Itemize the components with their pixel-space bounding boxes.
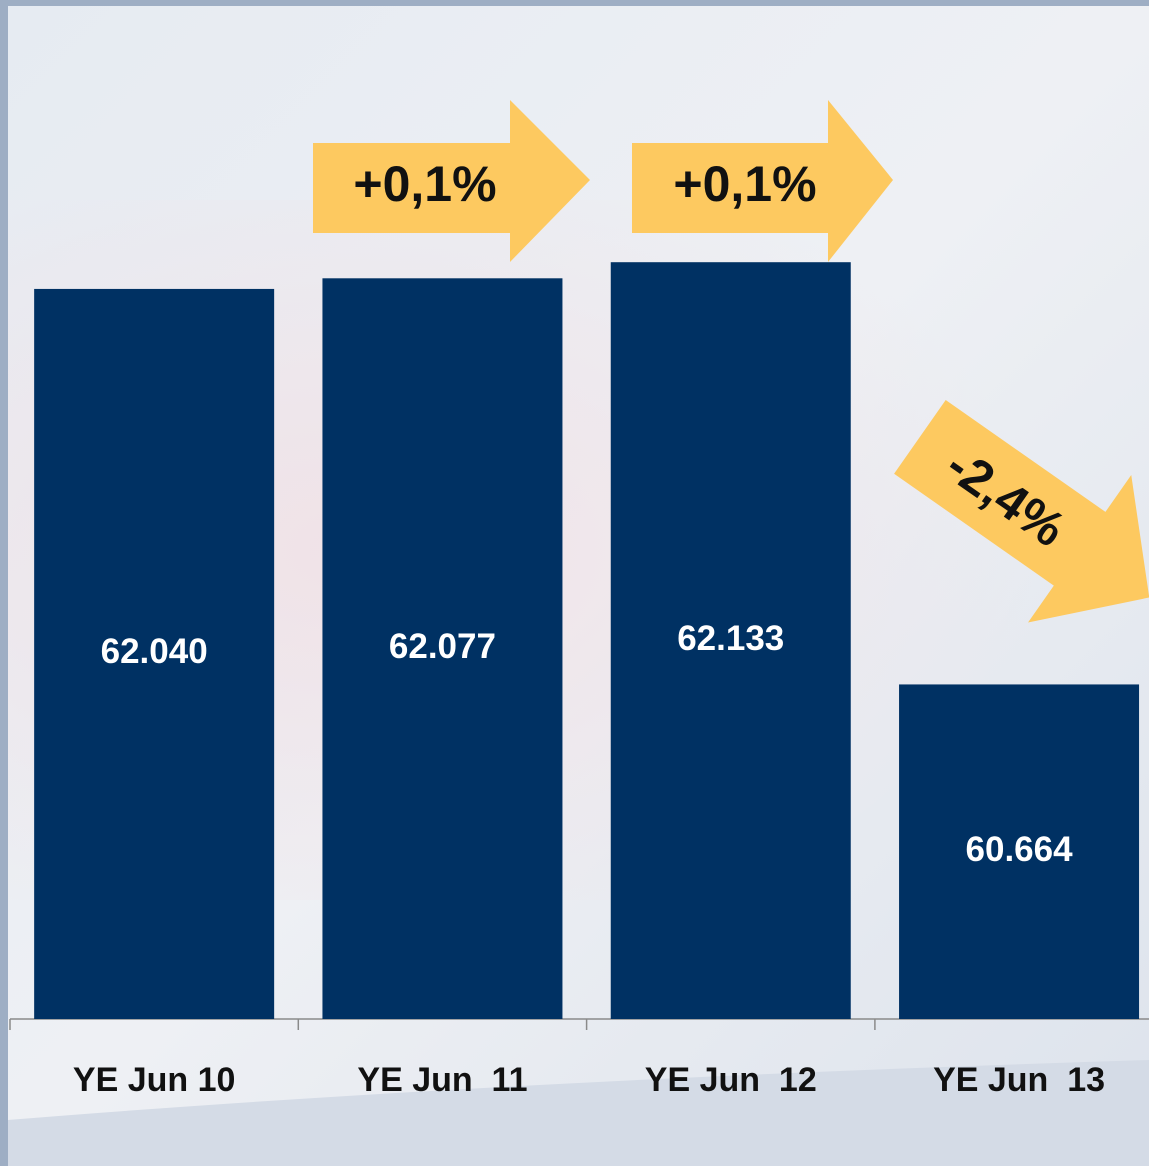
value-label: 62.077 xyxy=(389,627,496,666)
value-label: 62.133 xyxy=(677,619,784,658)
x-tick-label: YE Jun 10 xyxy=(73,1061,236,1099)
value-label: 62.040 xyxy=(101,632,208,671)
chart: YE Jun 10 62.040 YE Jun 11 62.077 YE Jun 12 6… xyxy=(0,0,1149,1166)
x-tick-label: YE Jun 12 xyxy=(645,1061,817,1099)
x-tick-label: YE Jun 13 xyxy=(933,1061,1105,1099)
value-label: 60.664 xyxy=(966,830,1074,869)
x-tick-label: YE Jun 11 xyxy=(357,1061,527,1099)
page: {"chart_data": {"type": "bar", "categori… xyxy=(0,0,1149,1166)
annotation: +0,1% xyxy=(353,156,496,212)
annotation: +0,1% xyxy=(673,156,816,212)
